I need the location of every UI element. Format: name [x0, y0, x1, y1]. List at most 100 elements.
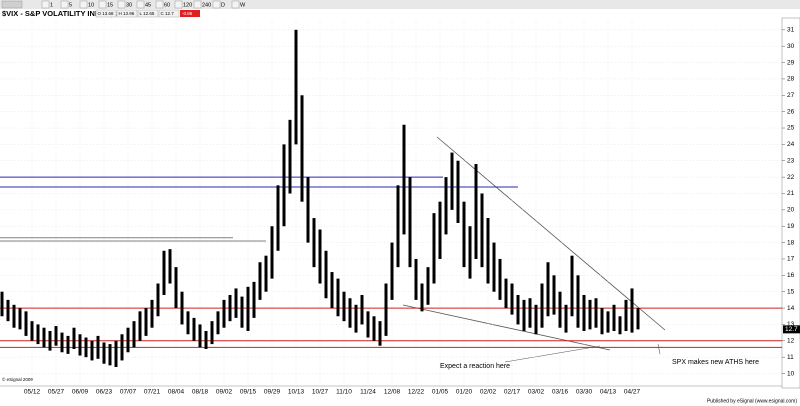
interval-label[interactable]: 240	[202, 2, 211, 8]
hilo-bar	[60, 332, 64, 353]
y-tick-label: 11	[787, 354, 794, 361]
hilo-bar	[150, 299, 154, 328]
hilo-bar	[480, 193, 484, 268]
y-axis-panel	[781, 17, 800, 389]
hilo-bar	[582, 294, 586, 331]
hilo-bar	[54, 326, 58, 346]
hilo-bar	[276, 185, 280, 251]
interval-label[interactable]: D	[221, 2, 225, 8]
hilo-bar	[162, 250, 166, 295]
annotation: Expect a reaction here	[440, 363, 510, 370]
interval-button[interactable]	[98, 0, 107, 9]
quote-value: L 12.65	[140, 11, 155, 16]
x-tick-label: 08/04	[168, 389, 185, 396]
hilo-bar	[270, 226, 274, 279]
hilo-bar	[522, 299, 526, 331]
hilo-bar	[438, 201, 442, 259]
interval-button[interactable]	[60, 0, 69, 9]
hilo-bar	[432, 213, 436, 284]
hilo-bar	[516, 294, 520, 325]
y-tick-label: 29	[787, 59, 795, 66]
hilo-bar	[378, 321, 382, 346]
hilo-bar	[36, 324, 40, 345]
hilo-bar	[300, 95, 304, 202]
hilo-bar	[204, 330, 208, 349]
hilo-bar	[144, 308, 148, 336]
x-tick-label: 03/16	[552, 389, 569, 396]
hilo-bar	[216, 311, 220, 335]
hilo-bar	[558, 291, 562, 328]
x-tick-label: 10/27	[312, 389, 329, 396]
hilo-bar	[372, 316, 376, 341]
hilo-bar	[540, 283, 544, 328]
interval-label[interactable]: 60	[164, 2, 170, 8]
hilo-bar	[504, 278, 508, 309]
hilo-bar	[318, 229, 322, 284]
hilo-bar	[0, 291, 4, 317]
hilo-bar	[18, 308, 22, 330]
interval-label[interactable]: 5	[69, 2, 72, 8]
interval-label[interactable]: 120	[183, 2, 192, 8]
x-tick-label: 11/24	[360, 389, 376, 396]
hilo-bar	[570, 255, 574, 317]
quote-box: O 13.68 H 13.96 L 12.65 C 12.7 -0.86	[95, 9, 200, 18]
hilo-bar	[24, 311, 28, 336]
interval-button[interactable]	[212, 0, 221, 9]
interval-label[interactable]: 15	[107, 2, 113, 8]
y-tick-label: 15	[787, 288, 795, 295]
hilo-bar	[486, 218, 490, 284]
x-tick-label: 07/07	[120, 389, 137, 396]
hilo-bar	[528, 298, 532, 328]
hilo-bar	[240, 296, 244, 328]
hilo-bar	[192, 317, 196, 341]
interval-button[interactable]	[79, 0, 88, 9]
interval-label[interactable]: 45	[145, 2, 151, 8]
y-tick-label: 13	[787, 321, 795, 328]
interval-button[interactable]	[193, 0, 202, 9]
interval-label[interactable]: 10	[88, 2, 94, 8]
interval-button[interactable]	[117, 0, 126, 9]
y-tick-label: 17	[787, 256, 795, 263]
x-tick-label: 12/08	[384, 389, 401, 396]
change-value: -0.86	[182, 11, 193, 16]
interval-button[interactable]	[41, 0, 50, 9]
interval-label[interactable]: W	[240, 2, 246, 8]
interval-label[interactable]: 30	[126, 2, 132, 8]
hilo-bar	[360, 294, 364, 325]
y-tick-label: 25	[787, 125, 795, 132]
hilo-bar	[402, 124, 406, 235]
hilo-bar	[336, 278, 340, 317]
hilo-bar	[384, 283, 388, 336]
interval-label[interactable]: 1	[50, 2, 53, 8]
hilo-bar	[366, 311, 370, 338]
y-tick-label: 30	[787, 43, 795, 50]
hilo-bar	[492, 242, 496, 292]
hilo-bar	[600, 308, 604, 335]
x-tick-label: 05/27	[48, 389, 65, 396]
interval-button[interactable]	[155, 0, 164, 9]
quote-cell	[158, 9, 180, 18]
hilo-bar	[30, 321, 34, 341]
x-tick-label: 06/09	[72, 389, 89, 396]
interval-button[interactable]	[136, 0, 145, 9]
x-tick-label: 01/20	[456, 389, 473, 396]
x-tick-label: 04/27	[624, 389, 641, 396]
chart-title: $VIX - S&P VOLATILITY INDEX,24	[2, 9, 122, 18]
hilo-bar	[444, 177, 448, 235]
annotation-pointer	[657, 343, 661, 355]
hilo-bar	[222, 299, 226, 328]
hilo-bar	[354, 304, 358, 333]
hilo-bar	[408, 177, 412, 268]
hilo-bar	[132, 321, 136, 348]
hilo-bar	[330, 272, 334, 309]
interval-button[interactable]	[174, 0, 183, 9]
hilo-bar	[606, 311, 610, 333]
y-tick-label: 26	[787, 108, 795, 115]
change-cell	[180, 10, 200, 17]
hilo-bar	[294, 29, 298, 145]
annotation-pointer	[504, 345, 601, 363]
interval-button[interactable]	[231, 0, 240, 9]
hilo-bar	[534, 304, 538, 335]
hilo-bar	[126, 327, 130, 353]
